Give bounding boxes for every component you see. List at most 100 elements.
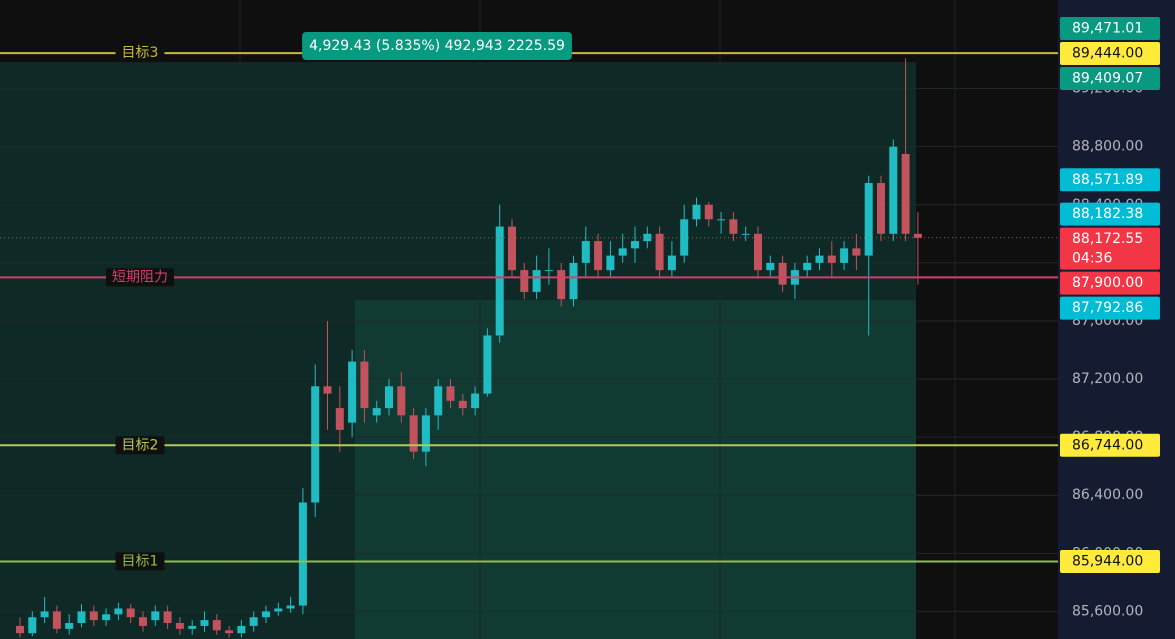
candle-body <box>778 262 787 285</box>
candle-body <box>495 226 504 336</box>
candle-body <box>446 386 455 401</box>
price-tag <box>1060 168 1160 192</box>
price-tag-label: 89,409.07 <box>1072 71 1143 87</box>
candle-body <box>655 233 664 271</box>
candle-body <box>667 255 676 271</box>
candle-body <box>508 226 516 271</box>
candle-body <box>323 386 332 394</box>
candle-body <box>262 611 270 618</box>
candle-body <box>717 219 726 221</box>
price-tag-label: 86,744.00 <box>1072 437 1143 453</box>
candle-body <box>249 617 258 626</box>
price-tag <box>1060 17 1160 41</box>
candle-body <box>385 386 393 409</box>
candle-body <box>557 270 566 300</box>
y-tick-label: 86,400.00 <box>1072 487 1143 503</box>
price-tag-label: 88,182.38 <box>1072 206 1143 222</box>
level-label-bg <box>106 268 174 287</box>
measurement-label: 4,929.43 (5.835%) 492,943 2225.59 <box>309 38 565 54</box>
candle-body <box>729 219 738 234</box>
candle-body <box>704 204 713 220</box>
level-label: 目标3 <box>122 45 159 61</box>
price-tag-label: 88,571.89 <box>1072 172 1143 188</box>
candle-body <box>864 182 873 256</box>
candle-body <box>188 625 197 629</box>
candle-body <box>618 248 627 256</box>
candle-body <box>458 400 467 409</box>
candle-body <box>803 262 812 271</box>
candle-body <box>889 146 898 234</box>
price-tag <box>1060 271 1160 295</box>
candle-body <box>901 153 910 234</box>
candle-body <box>372 408 381 416</box>
candle-body <box>741 233 750 235</box>
candle-body <box>409 415 418 452</box>
candle-body <box>200 620 209 626</box>
price-tag-label: 88,172.55 <box>1072 231 1143 247</box>
y-tick-label: 87,200.00 <box>1072 371 1143 387</box>
candle-body <box>852 248 861 256</box>
candle-body <box>40 611 49 618</box>
candle-body <box>89 611 98 621</box>
price-tag-label: 87,792.86 <box>1072 300 1143 316</box>
price-tag <box>1060 549 1160 573</box>
candle-body <box>544 270 553 272</box>
candle-body <box>840 248 849 263</box>
candle-body <box>397 386 406 416</box>
candle-body <box>28 617 37 634</box>
candle-body <box>581 241 590 263</box>
price-tag <box>1060 67 1160 91</box>
candle-body <box>225 630 234 634</box>
candle-body <box>360 361 369 409</box>
candle-body <box>114 608 123 615</box>
candle-body <box>569 262 578 300</box>
candle-body <box>52 611 61 629</box>
candle-body <box>754 233 762 271</box>
price-tag-label: 89,471.01 <box>1072 21 1143 37</box>
candle-body <box>913 233 922 238</box>
price-tag <box>1060 42 1160 66</box>
candle-body <box>151 611 160 621</box>
measure-region-shade <box>355 300 916 639</box>
candle-body <box>643 233 652 242</box>
price-tag-label: 85,944.00 <box>1072 553 1143 569</box>
candle-body <box>212 620 221 631</box>
candle-body <box>766 262 775 271</box>
candle-body <box>335 408 344 430</box>
price-tag <box>1060 202 1160 226</box>
candle-body <box>815 255 824 263</box>
level-label-bg <box>115 44 165 63</box>
price-tag <box>1060 227 1160 270</box>
candle-body <box>520 270 529 292</box>
level-label: 目标2 <box>122 437 159 453</box>
candle-body <box>434 386 443 416</box>
candle-body <box>286 605 295 609</box>
candle-body <box>77 611 86 624</box>
candle-body <box>274 608 283 612</box>
candle-body <box>298 502 307 606</box>
price-tag <box>1060 296 1160 320</box>
candle-body <box>471 393 480 409</box>
level-label-bg <box>115 436 165 455</box>
measurement-box <box>302 32 572 60</box>
candle-body <box>139 617 147 626</box>
candle-body <box>877 182 885 234</box>
candle-body <box>348 361 357 423</box>
candle-body <box>483 335 492 394</box>
price-tag <box>1060 433 1160 457</box>
price-tag-countdown: 04:36 <box>1072 251 1112 267</box>
y-tick-label: 85,600.00 <box>1072 603 1143 619</box>
y-tick-label: 88,800.00 <box>1072 139 1143 155</box>
level-label: 目标1 <box>122 553 159 569</box>
candle-body <box>594 241 603 271</box>
level-label-bg <box>115 552 165 571</box>
candle-body <box>532 270 541 292</box>
candle-body <box>631 241 639 249</box>
candle-body <box>65 623 74 629</box>
candle-body <box>126 608 135 618</box>
candle-body <box>692 204 701 220</box>
candle-body <box>102 614 111 621</box>
candle-body <box>163 611 172 624</box>
